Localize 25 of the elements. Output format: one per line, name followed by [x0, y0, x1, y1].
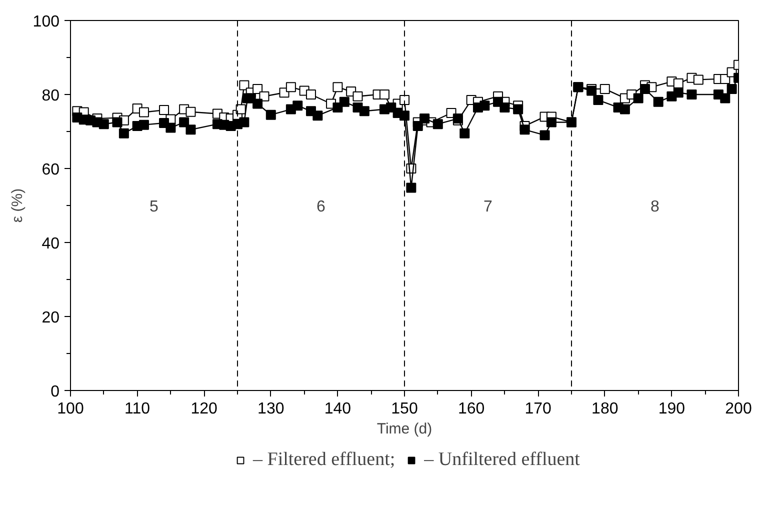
annotation: 6 — [316, 198, 326, 216]
annotation: 5 — [150, 198, 159, 216]
x-tick-label: 140 — [324, 400, 352, 418]
y-tick-label: 80 — [42, 88, 60, 104]
annotation: 7 — [484, 198, 493, 216]
y-axis-title: ε (%) — [8, 188, 26, 223]
x-axis-title: Time (d) — [376, 420, 432, 438]
x-tick-label: 160 — [458, 400, 485, 418]
y-tick-label: 0 — [50, 384, 60, 400]
x-tick-label: 180 — [592, 400, 618, 418]
y-tick-label: 20 — [42, 310, 60, 326]
x-tick-label: 170 — [524, 400, 552, 418]
x-tick-label: 200 — [725, 400, 752, 418]
annotation: 8 — [650, 198, 660, 216]
y-tick-label: 60 — [42, 162, 60, 178]
x-tick-label: 150 — [391, 400, 418, 418]
x-tick-label: 190 — [658, 400, 686, 418]
x-tick-label: 130 — [258, 400, 284, 418]
y-tick-label: 40 — [42, 236, 60, 252]
legend-label: – Unfiltered effluent — [424, 449, 580, 471]
x-tick-label: 120 — [190, 400, 218, 418]
x-tick-label: 100 — [57, 400, 84, 418]
x-tick-label: 110 — [124, 400, 150, 418]
legend-label: – Filtered effluent; — [253, 449, 396, 471]
y-tick-label: 100 — [32, 14, 60, 30]
